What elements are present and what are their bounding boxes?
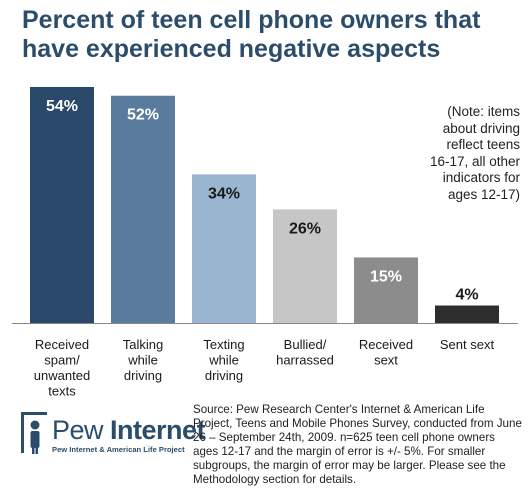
note-line: ages 12-17): [447, 186, 520, 202]
chart-note: (Note: items about driving reflect teens…: [408, 104, 520, 203]
logo-word-pew: Pew: [52, 415, 104, 445]
category-label: Texting while driving: [203, 337, 244, 383]
category-label: Received sext: [359, 337, 413, 368]
chart-title: Percent of teen cell phone owners that h…: [22, 6, 522, 64]
note-line: about driving: [442, 120, 520, 136]
data-label: 15%: [370, 268, 402, 285]
bar: [192, 174, 256, 323]
pew-logo-mark-icon: [21, 412, 47, 454]
logo-word-internet: Internet: [110, 415, 206, 445]
data-label: 52%: [127, 107, 159, 124]
bar: [435, 305, 499, 323]
note-line: 16-17, all other: [429, 153, 520, 169]
bar: [354, 257, 418, 323]
chart-title-line: have experienced negative aspects: [22, 35, 441, 63]
note-line: (Note: items: [447, 104, 520, 119]
chart-title-line: Percent of teen cell phone owners that: [22, 6, 481, 34]
note-line: indicators for: [442, 170, 520, 185]
category-label: Sent sext: [440, 337, 495, 352]
category-label: Received spam/unwanted texts: [34, 337, 90, 399]
data-label: 54%: [46, 98, 78, 115]
note-line: reflect teens: [446, 137, 520, 152]
data-label: 26%: [289, 220, 321, 237]
bar: [30, 87, 94, 323]
logo-tagline: Pew Internet & American Life Project: [52, 445, 185, 454]
logo-wordmark: Pew Internet: [52, 415, 206, 445]
data-label: 34%: [208, 185, 240, 202]
category-label: Bullied/harrassed: [276, 337, 334, 368]
pew-internet-logo: Pew Internet Pew Internet & American Lif…: [20, 410, 206, 460]
data-label: 4%: [455, 287, 478, 304]
category-label: Talking while driving: [123, 337, 163, 383]
source-note: Source: Pew Research Center's Internet &…: [193, 403, 522, 486]
bar: [111, 95, 175, 323]
bar: [273, 209, 337, 323]
bar-chart: 54% Received spam/unwanted texts 52% Talking w…: [12, 87, 518, 399]
